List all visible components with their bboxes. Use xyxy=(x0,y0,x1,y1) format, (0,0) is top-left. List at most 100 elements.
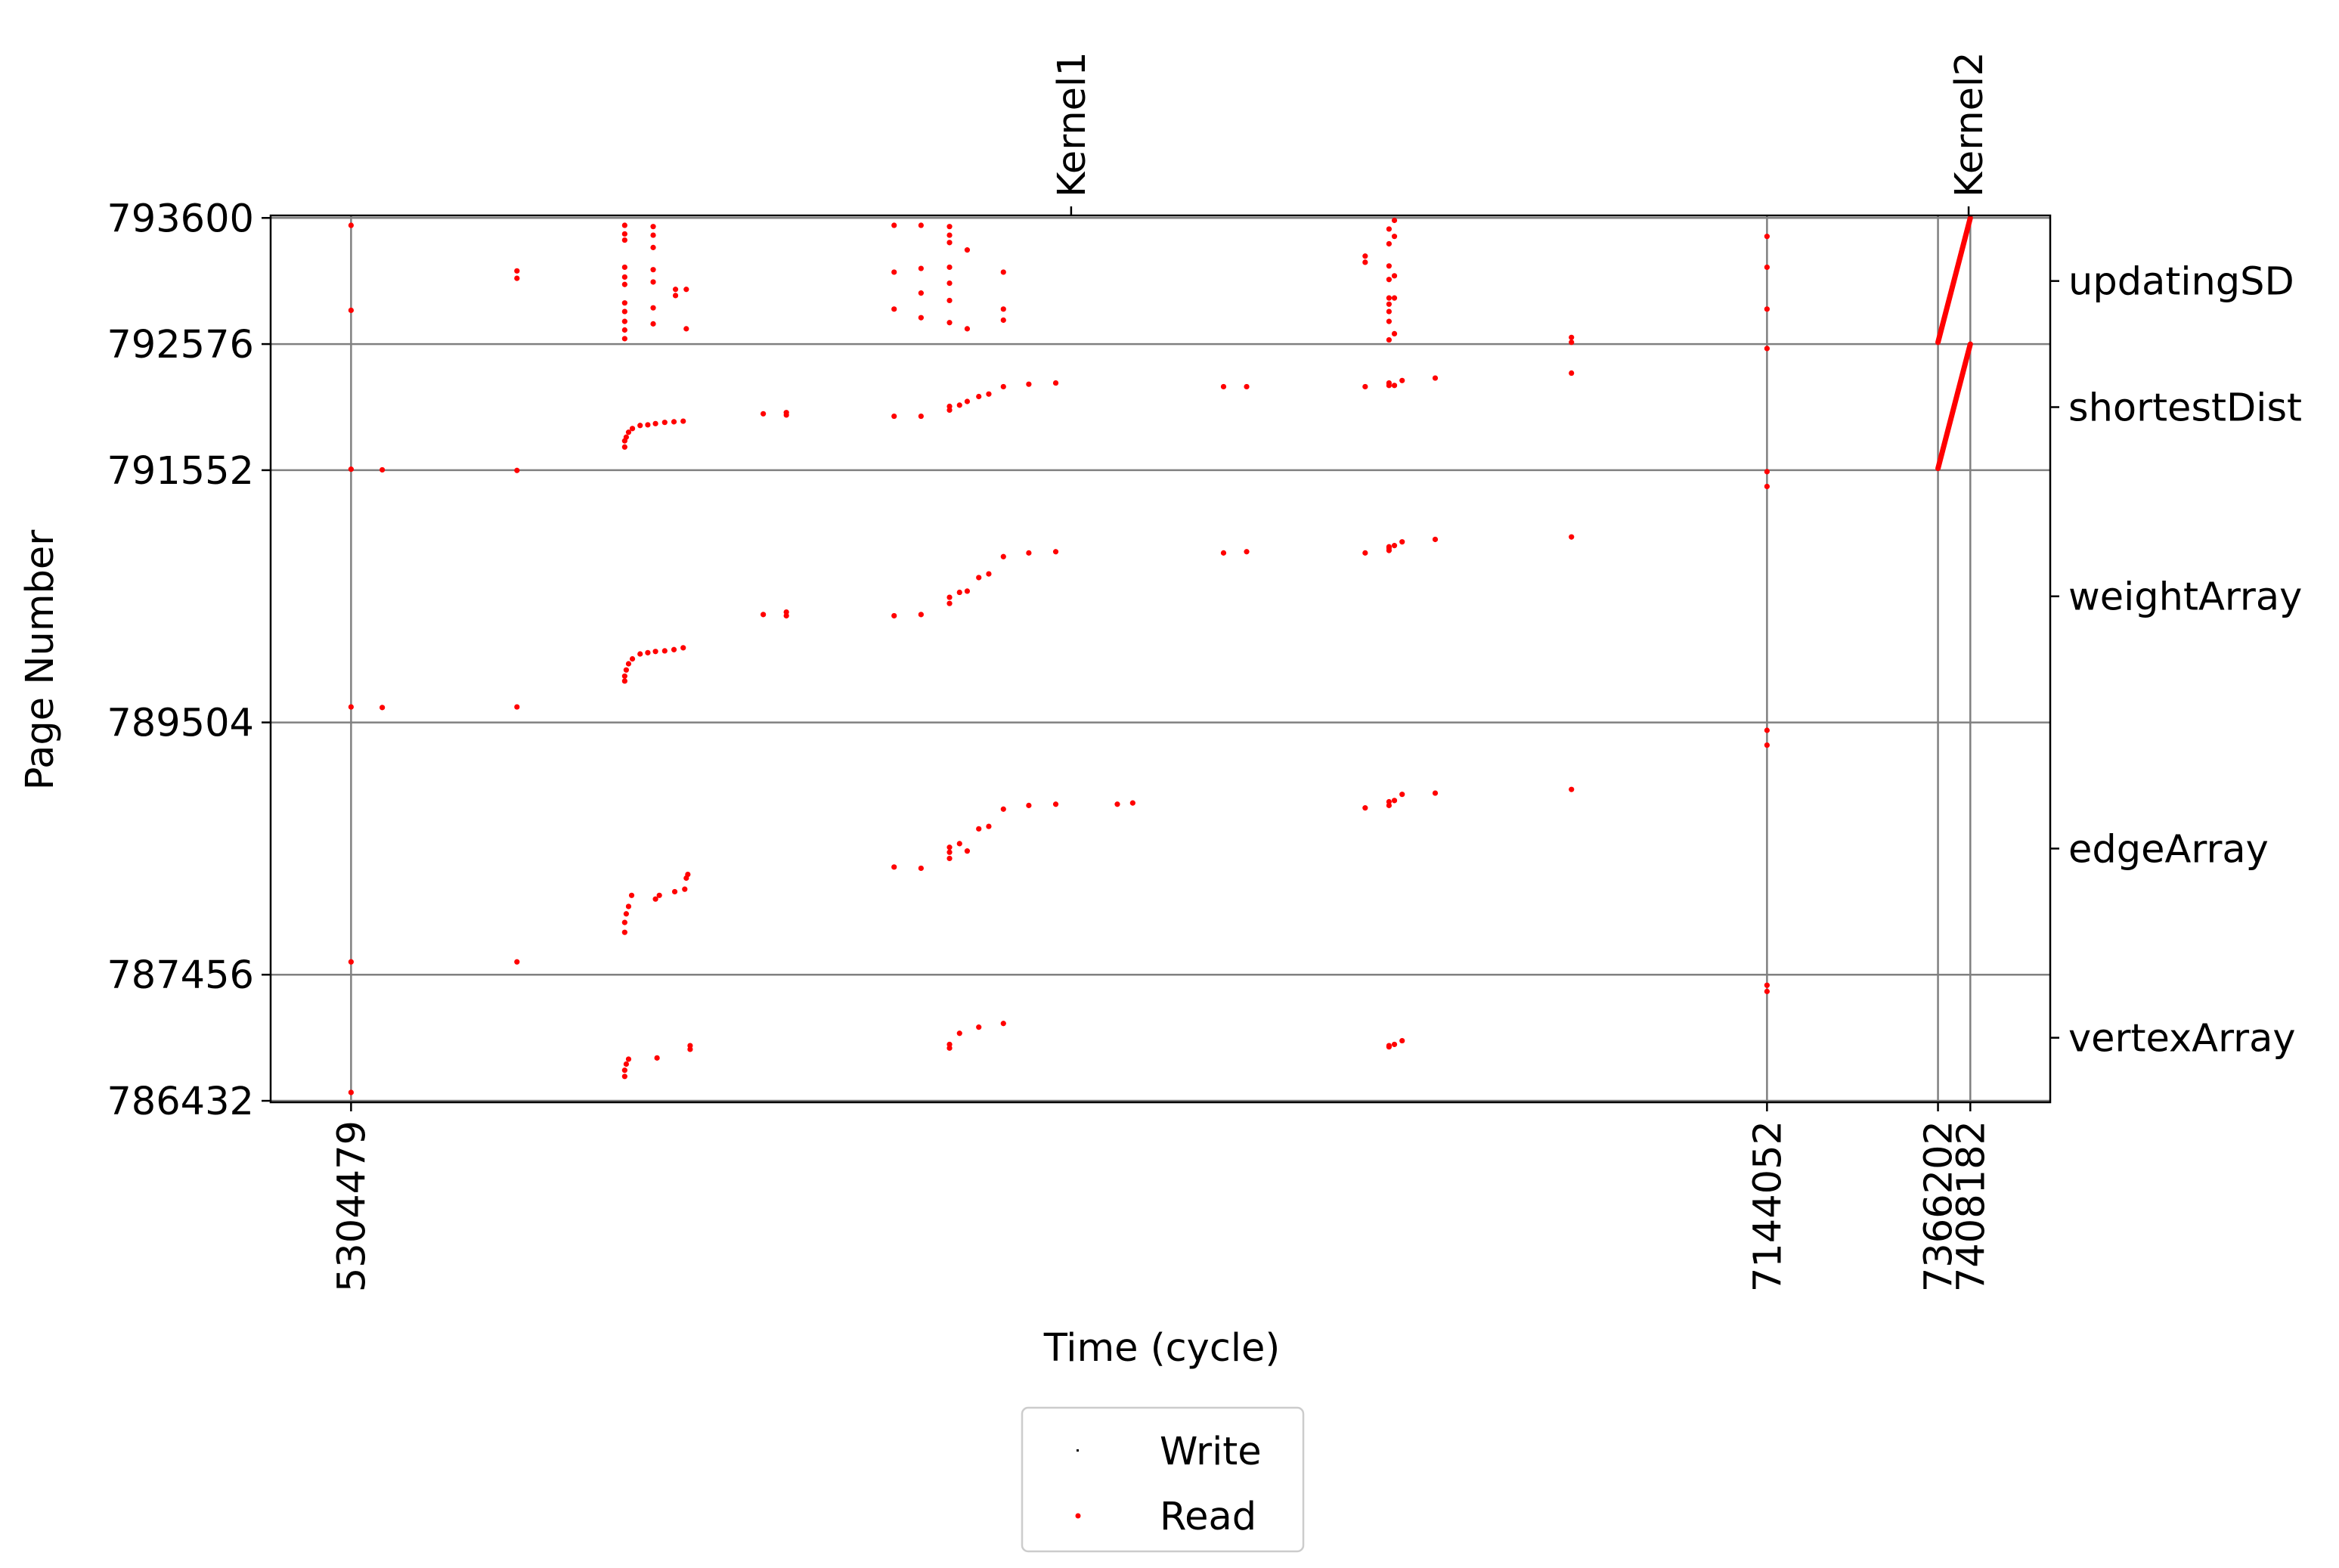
read-point xyxy=(1391,383,1398,389)
read-point xyxy=(680,645,686,651)
read-point xyxy=(918,265,924,271)
read-point xyxy=(783,612,789,619)
read-point xyxy=(1569,334,1575,340)
read-point xyxy=(625,903,632,910)
read-point xyxy=(621,1068,627,1074)
read-point xyxy=(671,419,677,425)
read-point xyxy=(621,318,627,324)
read-point xyxy=(621,919,627,925)
read-point xyxy=(1386,295,1392,301)
read-point xyxy=(687,1043,693,1049)
read-point xyxy=(918,222,924,228)
read-point xyxy=(1391,295,1398,301)
read-point xyxy=(629,655,636,662)
read-point xyxy=(652,649,658,655)
read-point xyxy=(623,911,629,917)
read-point xyxy=(891,612,897,619)
read-point xyxy=(964,326,971,332)
array-label: weightArray xyxy=(2068,575,2302,620)
read-point xyxy=(1362,383,1368,390)
read-point xyxy=(621,222,627,228)
read-point xyxy=(621,336,627,342)
read-point xyxy=(956,589,962,596)
read-point xyxy=(986,823,992,829)
read-point xyxy=(1220,383,1227,390)
read-point xyxy=(1129,800,1135,806)
read-point xyxy=(650,321,656,327)
x-tick-label: 7366202 xyxy=(1917,1120,1962,1292)
plot-frame xyxy=(269,214,2052,1104)
read-point xyxy=(986,391,992,397)
read-point xyxy=(1764,742,1770,748)
read-point xyxy=(946,849,953,855)
read-point xyxy=(380,466,386,473)
read-point xyxy=(652,896,658,902)
read-point xyxy=(1362,550,1368,556)
array-label: vertexArray xyxy=(2068,1017,2296,1061)
read-point xyxy=(621,1074,627,1080)
legend-box xyxy=(1021,1406,1305,1553)
read-point xyxy=(348,307,354,314)
read-point xyxy=(1220,550,1227,556)
read-point xyxy=(1399,1037,1405,1044)
read-point xyxy=(348,704,354,710)
array-label: updatingSD xyxy=(2068,260,2294,305)
read-point xyxy=(656,892,662,898)
read-point xyxy=(1569,534,1575,540)
read-point xyxy=(652,420,658,426)
read-point xyxy=(1052,380,1059,386)
read-point xyxy=(621,274,627,280)
read-point xyxy=(1114,801,1120,807)
read-point xyxy=(645,422,651,428)
read-point xyxy=(1362,253,1368,259)
read-point xyxy=(1764,306,1770,312)
read-point xyxy=(1399,792,1405,798)
read-point xyxy=(671,646,677,652)
y-tick-label: 793600 xyxy=(107,197,254,241)
read-point xyxy=(891,413,897,420)
read-point xyxy=(348,222,354,228)
array-label: edgeArray xyxy=(2068,827,2269,872)
read-point xyxy=(761,612,767,618)
read-point xyxy=(621,929,627,935)
read-point xyxy=(348,466,354,473)
read-point xyxy=(621,237,627,243)
read-point xyxy=(621,678,627,684)
x-tick-label: 7144052 xyxy=(1746,1120,1790,1292)
read-point xyxy=(621,231,627,237)
read-point xyxy=(621,281,627,287)
read-point xyxy=(661,420,668,426)
read-point xyxy=(1432,536,1439,543)
read-point xyxy=(946,224,953,230)
read-point xyxy=(1000,1021,1006,1027)
read-point xyxy=(621,327,627,333)
read-point xyxy=(946,297,953,304)
read-point xyxy=(1052,801,1059,807)
read-point xyxy=(1391,273,1398,279)
read-point xyxy=(783,412,789,418)
x-tick-label: 5304479 xyxy=(330,1120,374,1292)
kernel-label: Kernel1 xyxy=(1050,51,1095,197)
kernel-markers: Kernel1 Kernel2 xyxy=(1050,51,1992,215)
read-point xyxy=(946,320,953,326)
read-point xyxy=(625,661,632,667)
read-point xyxy=(650,279,656,285)
read-point xyxy=(1432,375,1439,381)
read-point xyxy=(654,1055,660,1061)
read-point xyxy=(946,1045,953,1051)
read-point xyxy=(650,305,656,311)
legend-read-marker xyxy=(1075,1513,1081,1519)
read-point xyxy=(918,413,924,420)
read-point xyxy=(1569,370,1575,377)
read-point xyxy=(1399,539,1405,545)
read-point xyxy=(661,648,668,654)
read-point xyxy=(1244,549,1250,555)
read-point xyxy=(1026,550,1032,556)
read-point xyxy=(976,575,982,581)
read-point xyxy=(380,705,386,711)
read-point xyxy=(1432,790,1439,796)
read-point xyxy=(623,434,629,440)
